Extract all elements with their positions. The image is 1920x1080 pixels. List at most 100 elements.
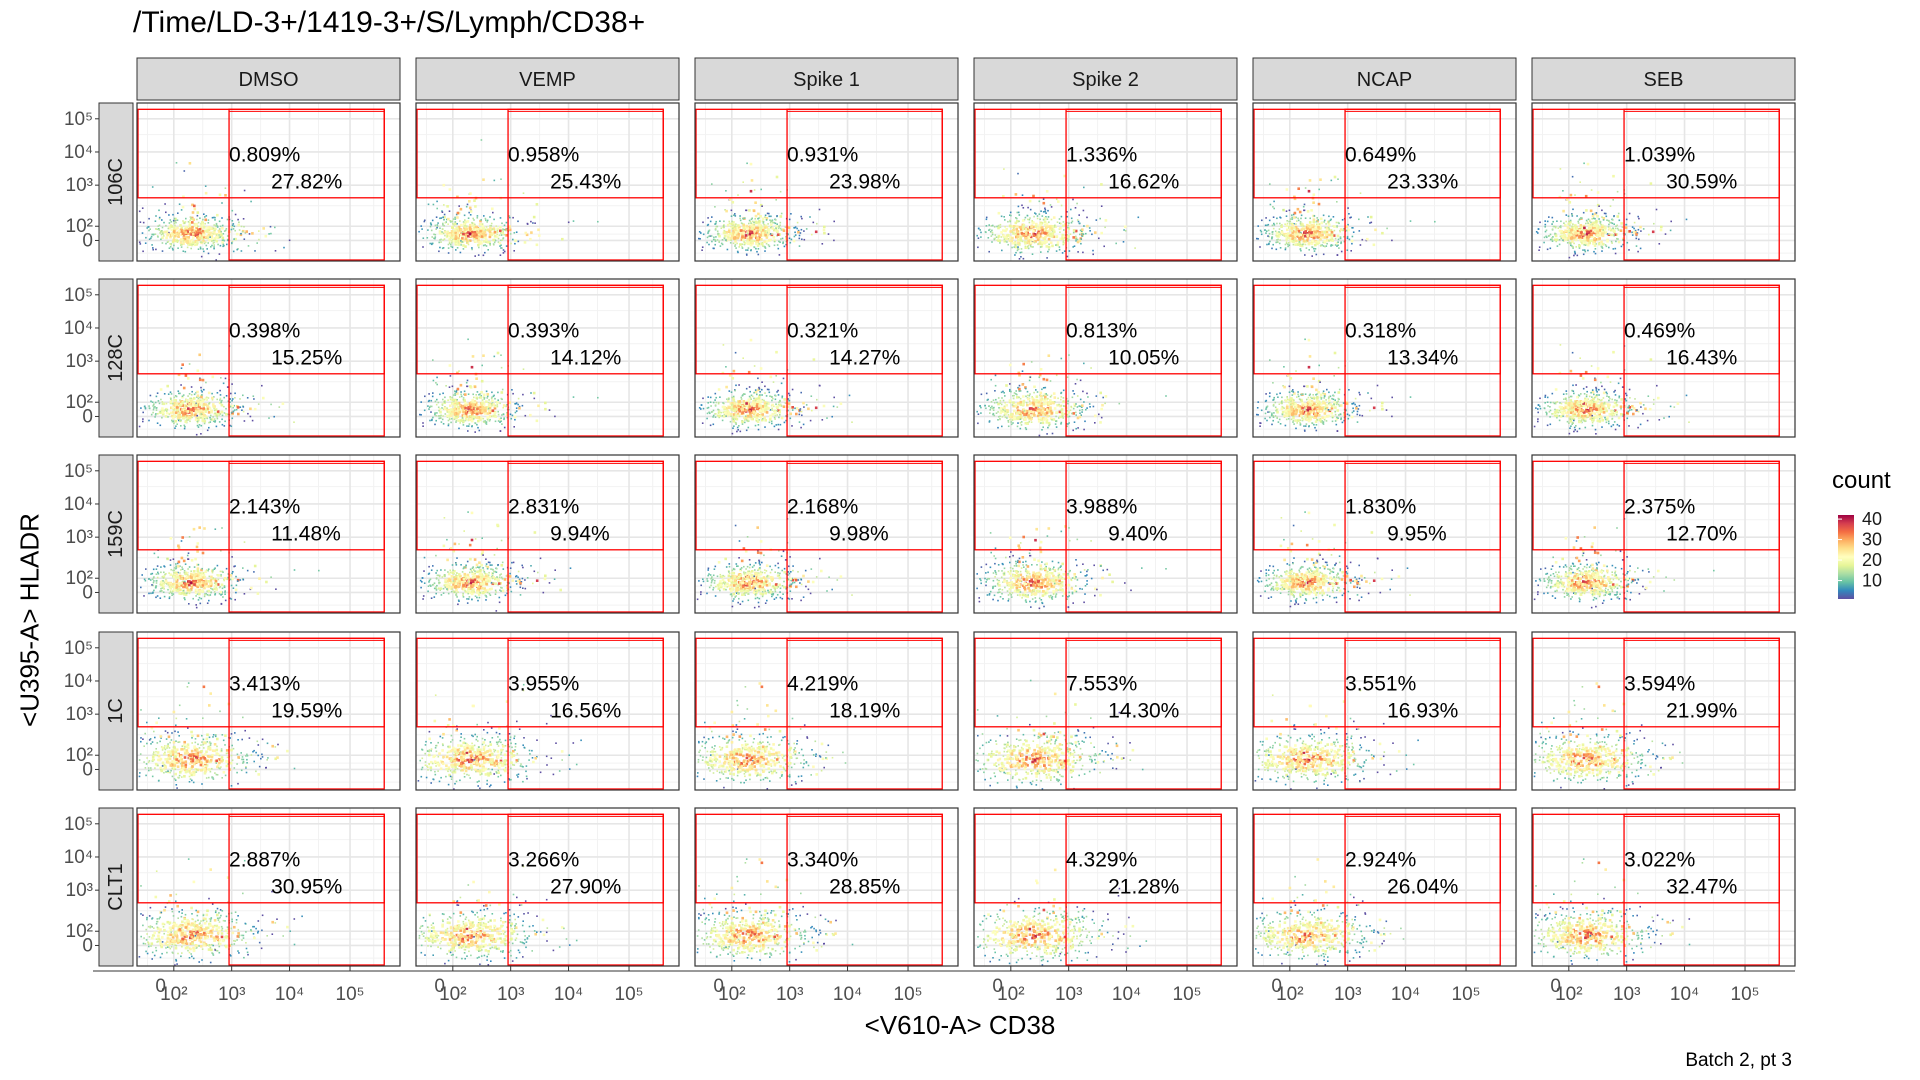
gate-cd38-high	[1623, 108, 1780, 261]
panel-border	[415, 278, 680, 438]
gate-cd38-high	[786, 460, 943, 613]
x-tick-label: 10⁵	[336, 984, 365, 1005]
x-tick-label: 10²	[997, 984, 1024, 1005]
column-strip-background	[136, 57, 401, 101]
gate-percentage-lower: 26.04%	[1387, 875, 1458, 898]
density-points	[696, 858, 854, 963]
gate-percentage-upper: 0.931%	[787, 143, 858, 166]
gate-cd38-high	[1623, 637, 1780, 790]
gate-percentage-lower: 16.93%	[1387, 699, 1458, 722]
gate-percentage-upper: 0.393%	[508, 319, 579, 342]
row-strip-background	[98, 102, 134, 262]
gate-quadrants	[974, 284, 1222, 437]
panel-border	[136, 102, 401, 262]
y-tick-label: 10³	[66, 175, 93, 196]
row-strip-label: 159C	[105, 510, 127, 558]
column-strip: NCAP	[1252, 57, 1517, 101]
density-points	[975, 679, 1144, 790]
gate-percentage-upper: 0.321%	[787, 319, 858, 342]
y-tick-label: 10⁵	[64, 638, 93, 659]
gate-percentage-lower: 12.70%	[1666, 522, 1737, 545]
gate-percentage-lower: 14.27%	[829, 346, 900, 369]
gate-quadrants	[695, 108, 943, 261]
density-points	[976, 168, 1140, 260]
y-tick-label: 10⁴	[64, 142, 93, 163]
panel-border	[1252, 102, 1517, 262]
column-strip-label: Spike 1	[793, 69, 860, 91]
y-tick-label: 0	[82, 230, 93, 251]
facet-panel: 0.469% 16.43%	[1531, 278, 1796, 438]
gate-cd38-high	[1623, 813, 1780, 966]
y-tick-label: 0	[82, 582, 93, 603]
x-tick-label: 10³	[776, 984, 803, 1005]
y-tick-label: 10³	[66, 527, 93, 548]
gate-percentage-upper: 0.958%	[508, 143, 579, 166]
column-strip: Spike 2	[973, 57, 1238, 101]
gate-quadrants	[416, 637, 664, 790]
facet-panel: 2.924% 26.04%	[1252, 807, 1517, 967]
facet-panel: 0.321% 14.27%	[694, 278, 959, 438]
panel-background	[1532, 632, 1795, 790]
column-strip-label: DMSO	[239, 69, 299, 91]
panel-border	[1252, 278, 1517, 438]
facet-panel: 2.143% 11.48%	[136, 454, 401, 614]
column-strip-label: NCAP	[1357, 69, 1413, 91]
facet-panel: 3.988% 9.40%	[973, 454, 1238, 614]
gate-quadrants	[1532, 460, 1780, 613]
gate-percentage-upper: 4.329%	[1066, 848, 1137, 871]
panel-border	[1531, 454, 1796, 614]
y-tick-label: 10²	[66, 216, 93, 237]
gate-cd38-high	[1065, 108, 1222, 261]
gate-cd38-high	[1344, 284, 1501, 437]
gate-percentage-lower: 28.85%	[829, 875, 900, 898]
gate-cd38-high	[228, 637, 385, 790]
gate-percentage-lower: 16.56%	[550, 699, 621, 722]
y-tick-label: 10³	[66, 351, 93, 372]
y-tick-label: 0	[82, 935, 93, 956]
x-tick-label: 10²	[160, 984, 187, 1005]
facet-panel: 0.809% 27.82%	[136, 102, 401, 262]
density-points	[417, 683, 582, 790]
y-tick-label: 10⁵	[64, 814, 93, 835]
gate-percentage-upper: 2.375%	[1624, 495, 1695, 518]
panel-border	[973, 278, 1238, 438]
facet-panel: 3.413% 19.59%	[136, 631, 401, 791]
gate-percentage-lower: 16.62%	[1108, 170, 1179, 193]
density-points	[977, 860, 1148, 966]
facet-panel: 3.266% 27.90%	[415, 807, 680, 967]
facet-panel: 0.393% 14.12%	[415, 278, 680, 438]
x-tick-label: 10²	[1276, 984, 1303, 1005]
panel-border	[415, 807, 680, 967]
gate-quadrants	[137, 813, 385, 966]
column-strip-background	[415, 57, 680, 101]
gate-percentage-upper: 3.988%	[1066, 495, 1137, 518]
facet-panel: 0.813% 10.05%	[973, 278, 1238, 438]
y-tick-label: 10⁴	[64, 318, 93, 339]
x-tick-label: 10²	[1555, 984, 1582, 1005]
panel-border	[415, 631, 680, 791]
gate-quadrants	[1532, 284, 1780, 437]
x-tick-label: 10⁵	[1173, 984, 1202, 1005]
column-strip-background	[1531, 57, 1796, 101]
panel-border	[1531, 807, 1796, 967]
legend-tick-label: 20	[1862, 550, 1882, 570]
density-points	[698, 162, 835, 256]
x-tick-label: 0	[1271, 976, 1282, 997]
facet-panel: 4.329% 21.28%	[973, 807, 1238, 967]
x-tick-label: 10⁴	[554, 984, 583, 1005]
panel-background	[137, 632, 400, 790]
column-strip-background	[973, 57, 1238, 101]
row-strip-label: 1C	[105, 698, 127, 724]
gate-percentage-lower: 23.98%	[829, 170, 900, 193]
gate-quadrants	[695, 460, 943, 613]
row-strip-background	[98, 454, 134, 614]
gate-percentage-lower: 23.33%	[1387, 170, 1458, 193]
facet-panel: 2.831% 9.94%	[415, 454, 680, 614]
panel-border	[1531, 631, 1796, 791]
gate-cd38-high	[228, 813, 385, 966]
